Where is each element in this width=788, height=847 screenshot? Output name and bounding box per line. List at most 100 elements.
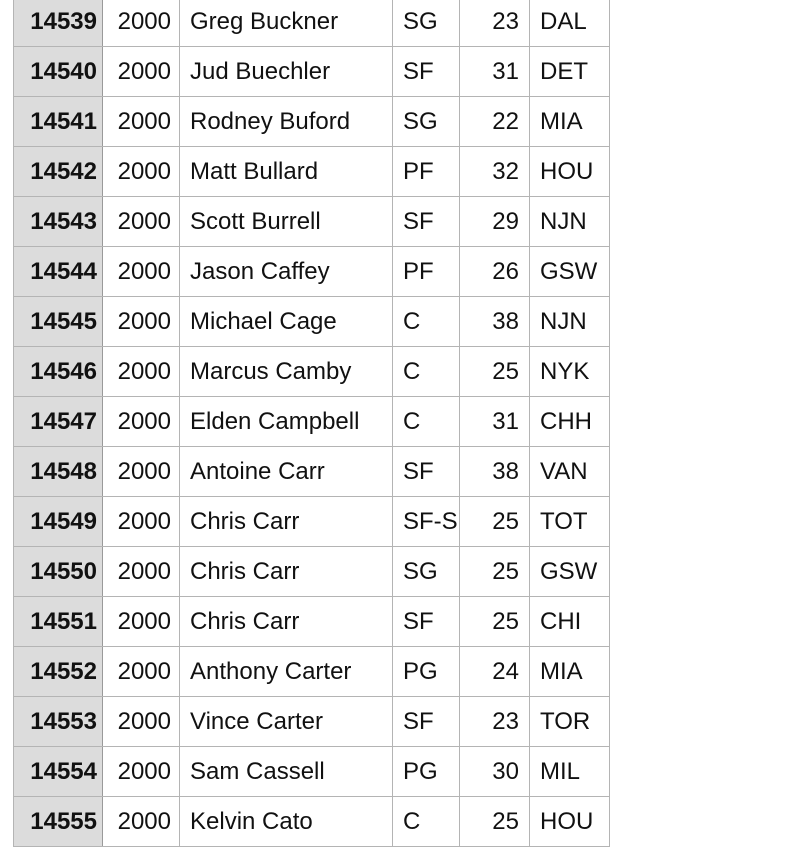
year-cell[interactable]: 2000	[102, 596, 180, 647]
year-cell[interactable]: 2000	[102, 296, 180, 347]
year-cell[interactable]: 2000	[102, 346, 180, 397]
table-row: 14543 2000 Scott Burrell SF 29 NJN	[13, 196, 610, 247]
player-cell[interactable]: Antoine Carr	[179, 446, 393, 497]
row-id-cell[interactable]: 14540	[13, 46, 103, 97]
age-cell[interactable]: 25	[459, 496, 530, 547]
player-cell[interactable]: Greg Buckner	[179, 0, 393, 47]
year-cell[interactable]: 2000	[102, 196, 180, 247]
team-cell[interactable]: MIL	[529, 746, 610, 797]
team-cell[interactable]: CHH	[529, 396, 610, 447]
team-cell[interactable]: TOR	[529, 696, 610, 747]
player-cell[interactable]: Jason Caffey	[179, 246, 393, 297]
year-cell[interactable]: 2000	[102, 696, 180, 747]
age-cell[interactable]: 38	[459, 296, 530, 347]
player-cell[interactable]: Chris Carr	[179, 596, 393, 647]
player-cell[interactable]: Chris Carr	[179, 496, 393, 547]
player-cell[interactable]: Vince Carter	[179, 696, 393, 747]
team-cell[interactable]: DAL	[529, 0, 610, 47]
position-cell[interactable]: PF	[392, 246, 460, 297]
age-cell[interactable]: 26	[459, 246, 530, 297]
position-cell[interactable]: SF	[392, 696, 460, 747]
table-row: 14545 2000 Michael Cage C 38 NJN	[13, 296, 610, 347]
age-cell[interactable]: 22	[459, 96, 530, 147]
position-cell[interactable]: SF	[392, 46, 460, 97]
age-cell[interactable]: 32	[459, 146, 530, 197]
row-id-cell[interactable]: 14549	[13, 496, 103, 547]
position-cell[interactable]: C	[392, 396, 460, 447]
age-cell[interactable]: 25	[459, 596, 530, 647]
player-cell[interactable]: Matt Bullard	[179, 146, 393, 197]
team-cell[interactable]: GSW	[529, 546, 610, 597]
age-cell[interactable]: 24	[459, 646, 530, 697]
player-cell[interactable]: Marcus Camby	[179, 346, 393, 397]
player-cell[interactable]: Rodney Buford	[179, 96, 393, 147]
team-cell[interactable]: VAN	[529, 446, 610, 497]
age-cell[interactable]: 23	[459, 696, 530, 747]
position-cell[interactable]: PG	[392, 646, 460, 697]
year-cell[interactable]: 2000	[102, 546, 180, 597]
row-id-cell[interactable]: 14543	[13, 196, 103, 247]
team-cell[interactable]: CHI	[529, 596, 610, 647]
position-cell[interactable]: SG	[392, 0, 460, 47]
player-cell[interactable]: Elden Campbell	[179, 396, 393, 447]
team-cell[interactable]: NJN	[529, 296, 610, 347]
player-cell[interactable]: Sam Cassell	[179, 746, 393, 797]
age-cell[interactable]: 29	[459, 196, 530, 247]
team-cell[interactable]: NYK	[529, 346, 610, 397]
table-row: 14546 2000 Marcus Camby C 25 NYK	[13, 346, 610, 397]
position-cell[interactable]: SF	[392, 446, 460, 497]
team-cell[interactable]: GSW	[529, 246, 610, 297]
year-cell[interactable]: 2000	[102, 646, 180, 697]
position-cell[interactable]: PF	[392, 146, 460, 197]
table-row: 14551 2000 Chris Carr SF 25 CHI	[13, 596, 610, 647]
year-cell[interactable]: 2000	[102, 0, 180, 47]
position-cell[interactable]: SG	[392, 96, 460, 147]
year-cell[interactable]: 2000	[102, 446, 180, 497]
row-id-cell[interactable]: 14545	[13, 296, 103, 347]
row-id-cell[interactable]: 14546	[13, 346, 103, 397]
row-id-cell[interactable]: 14552	[13, 646, 103, 697]
row-id-cell[interactable]: 14542	[13, 146, 103, 197]
age-cell[interactable]: 38	[459, 446, 530, 497]
player-cell[interactable]: Scott Burrell	[179, 196, 393, 247]
position-cell[interactable]: SF	[392, 196, 460, 247]
position-cell[interactable]: SF-S	[392, 496, 460, 547]
row-id-cell[interactable]: 14550	[13, 546, 103, 597]
team-cell[interactable]: DET	[529, 46, 610, 97]
position-cell[interactable]: PG	[392, 746, 460, 797]
position-cell[interactable]: SG	[392, 546, 460, 597]
year-cell[interactable]: 2000	[102, 146, 180, 197]
position-cell[interactable]: SF	[392, 596, 460, 647]
row-id-cell[interactable]: 14554	[13, 746, 103, 797]
player-cell[interactable]: Anthony Carter	[179, 646, 393, 697]
player-cell[interactable]: Chris Carr	[179, 546, 393, 597]
team-cell[interactable]: NJN	[529, 196, 610, 247]
position-cell[interactable]: C	[392, 346, 460, 397]
age-cell[interactable]: 31	[459, 396, 530, 447]
row-id-cell[interactable]: 14541	[13, 96, 103, 147]
year-cell[interactable]: 2000	[102, 396, 180, 447]
team-cell[interactable]: MIA	[529, 646, 610, 697]
year-cell[interactable]: 2000	[102, 96, 180, 147]
row-id-cell[interactable]: 14547	[13, 396, 103, 447]
player-cell[interactable]: Michael Cage	[179, 296, 393, 347]
age-cell[interactable]: 25	[459, 346, 530, 397]
age-cell[interactable]: 23	[459, 0, 530, 47]
age-cell[interactable]: 30	[459, 746, 530, 797]
age-cell[interactable]: 25	[459, 546, 530, 597]
row-id-cell[interactable]: 14548	[13, 446, 103, 497]
team-cell[interactable]: HOU	[529, 146, 610, 197]
row-id-cell[interactable]: 14553	[13, 696, 103, 747]
row-id-cell[interactable]: 14551	[13, 596, 103, 647]
player-cell[interactable]: Jud Buechler	[179, 46, 393, 97]
year-cell[interactable]: 2000	[102, 496, 180, 547]
team-cell[interactable]: MIA	[529, 96, 610, 147]
year-cell[interactable]: 2000	[102, 746, 180, 797]
position-cell[interactable]: C	[392, 296, 460, 347]
row-id-cell[interactable]: 14544	[13, 246, 103, 297]
year-cell[interactable]: 2000	[102, 246, 180, 297]
age-cell[interactable]: 31	[459, 46, 530, 97]
team-cell[interactable]: TOT	[529, 496, 610, 547]
year-cell[interactable]: 2000	[102, 46, 180, 97]
row-id-cell[interactable]: 14539	[13, 0, 103, 47]
